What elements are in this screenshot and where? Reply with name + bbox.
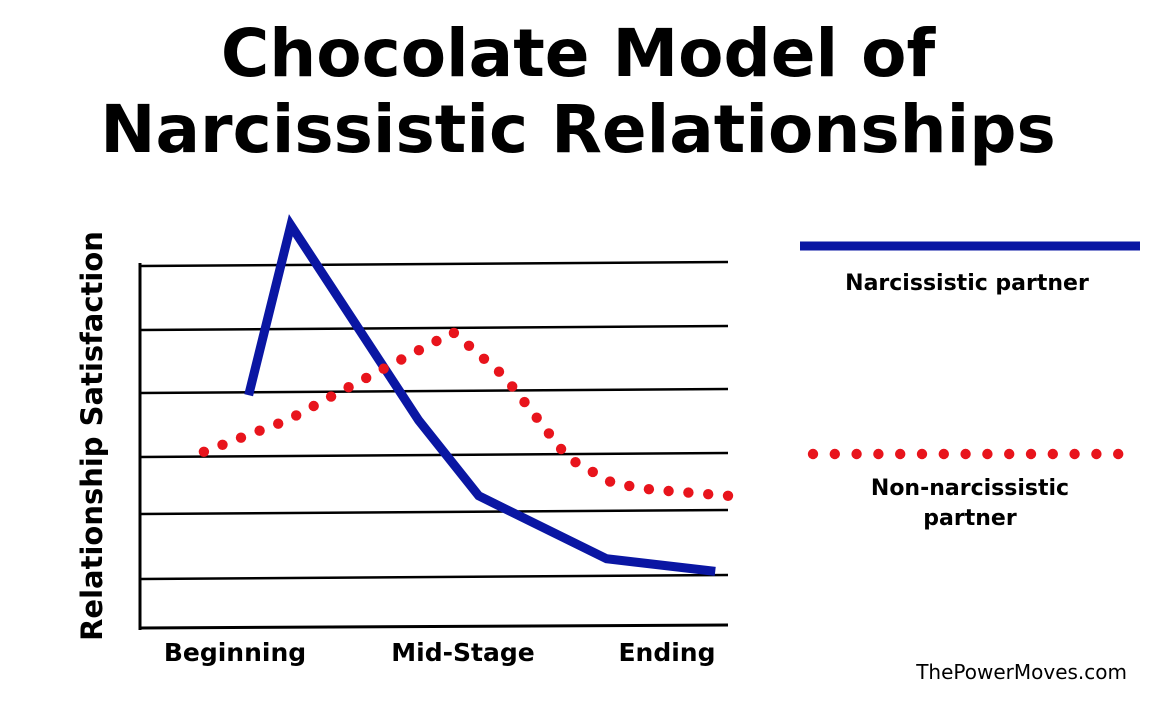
x-tick-label: Ending	[618, 638, 715, 667]
grid-lines	[139, 260, 729, 581]
series-dot-non-narcissistic	[413, 345, 425, 356]
legend-label-non-narcissistic-line-2: partner	[923, 506, 1017, 531]
series-dot-non-narcissistic	[643, 484, 655, 495]
series-line-narcissistic	[244, 214, 716, 576]
x-tick-label: Beginning	[164, 638, 306, 667]
legend-dot	[1004, 448, 1015, 460]
grid-line	[139, 260, 729, 268]
watermark-text: ThePowerMoves.com	[915, 660, 1127, 684]
series-dot-non-narcissistic	[217, 439, 228, 450]
series-dot-non-narcissistic	[543, 428, 555, 439]
series-dot-non-narcissistic	[396, 354, 407, 365]
x-tick-label: Mid-Stage	[391, 638, 534, 667]
x-tick-labels: Beginning Mid-Stage Ending	[164, 638, 716, 667]
legend-swatch-non-narcissistic	[807, 448, 1124, 460]
series-dot-non-narcissistic	[343, 382, 354, 393]
legend-dot	[829, 448, 840, 460]
series-dot-non-narcissistic	[722, 490, 734, 501]
series-dot-non-narcissistic	[587, 466, 598, 478]
series-dot-non-narcissistic	[570, 457, 581, 468]
legend-dot	[916, 448, 928, 460]
series-dot-non-narcissistic	[235, 432, 247, 443]
series-dot-non-narcissistic	[325, 391, 337, 402]
chart-title: Chocolate Model of Narcissistic Relation…	[100, 15, 1056, 168]
legend-dot	[1025, 448, 1037, 460]
grid-line	[139, 387, 729, 395]
series-dot-non-narcissistic	[291, 410, 302, 421]
legend-dot	[982, 448, 993, 460]
series-dot-non-narcissistic	[663, 485, 674, 497]
series-dot-non-narcissistic	[273, 418, 284, 429]
series-dot-non-narcissistic	[361, 372, 372, 384]
series-dot-non-narcissistic	[378, 363, 389, 374]
series-dot-non-narcissistic	[493, 366, 505, 377]
series-dot-non-narcissistic	[519, 396, 530, 408]
legend-dot	[938, 448, 949, 460]
series-dot-non-narcissistic	[431, 335, 442, 347]
legend-dot	[895, 448, 906, 460]
legend-dot	[960, 448, 971, 460]
x-axis-line	[139, 623, 729, 630]
series-dot-non-narcissistic	[683, 487, 694, 498]
chart-title-line-1: Chocolate Model of	[221, 15, 937, 92]
series-dot-non-narcissistic	[254, 425, 265, 436]
legend-dot	[1069, 448, 1080, 460]
series-dot-non-narcissistic	[478, 353, 490, 364]
legend-dot	[1113, 448, 1124, 460]
legend: Narcissistic partner Non-narcissistic pa…	[800, 241, 1140, 531]
legend-label-narcissistic: Narcissistic partner	[845, 271, 1089, 296]
series-dot-non-narcissistic	[624, 480, 635, 492]
grid-line	[139, 324, 729, 332]
series-dot-non-narcissistic	[507, 381, 518, 392]
legend-dot	[1047, 448, 1059, 460]
series-dot-non-narcissistic	[531, 412, 542, 423]
legend-label-non-narcissistic-line-1: Non-narcissistic	[871, 476, 1069, 501]
series-dot-non-narcissistic	[308, 400, 319, 412]
legend-dot	[873, 448, 884, 460]
series-dot-non-narcissistic	[448, 327, 460, 339]
grid-line	[139, 451, 729, 459]
grid-line	[139, 508, 729, 516]
legend-dot	[851, 448, 862, 460]
y-axis-label: Relationship Satisfaction	[75, 231, 109, 641]
grid-line	[139, 573, 729, 581]
data-series	[198, 214, 734, 576]
axes	[138, 263, 729, 630]
series-dot-non-narcissistic	[198, 446, 210, 457]
legend-dot	[1091, 448, 1102, 460]
series-dot-non-narcissistic	[555, 443, 567, 455]
series-dot-non-narcissistic	[703, 489, 714, 500]
legend-dot	[807, 448, 819, 460]
series-dot-non-narcissistic	[604, 476, 616, 487]
chart-title-line-2: Narcissistic Relationships	[100, 91, 1056, 168]
series-dot-non-narcissistic	[463, 340, 475, 351]
